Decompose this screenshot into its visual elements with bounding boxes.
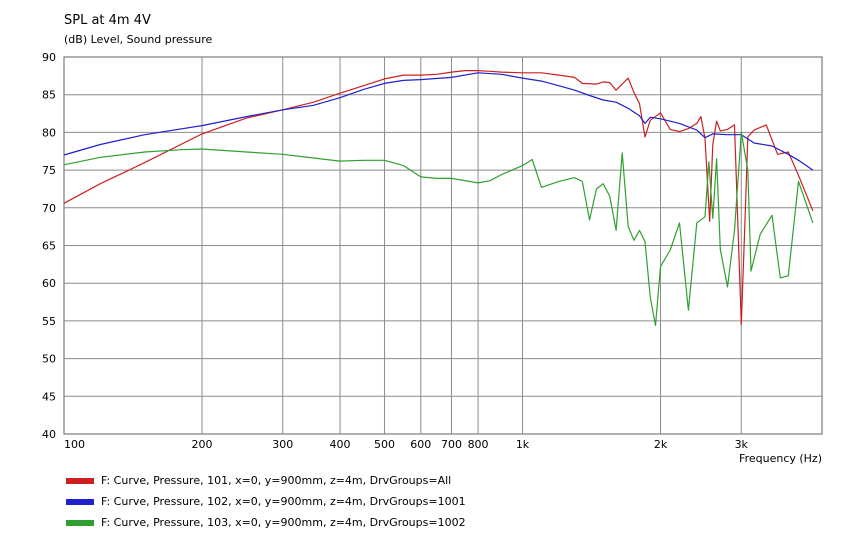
x-tick-label: 200: [192, 438, 213, 451]
legend-swatch: [66, 520, 94, 526]
x-tick-label: 600: [410, 438, 431, 451]
x-tick-label: 500: [374, 438, 395, 451]
y-tick-label: 70: [42, 202, 56, 215]
x-tick-label: 1k: [516, 438, 530, 451]
y-tick-label: 80: [42, 126, 56, 139]
grid-lines: [64, 57, 822, 434]
series-line-2: [63, 72, 814, 171]
x-tick-label: 300: [272, 438, 293, 451]
series-lines: [63, 70, 814, 326]
y-tick-label: 90: [42, 51, 56, 64]
y-tick-labels: 40 45 50 55 60 65 70 75 80 85 90: [42, 51, 56, 441]
x-tick-label: 800: [468, 438, 489, 451]
y-tick-label: 55: [42, 315, 56, 328]
plot-area: [63, 56, 823, 435]
y-tick-label: 75: [42, 164, 56, 177]
x-tick-label: 3k: [735, 438, 749, 451]
x-tick-label: 100: [64, 438, 85, 451]
x-axis-label: Frequency (Hz): [739, 452, 822, 465]
series-line-1: [63, 70, 814, 326]
legend-entry: F: Curve, Pressure, 101, x=0, y=900mm, z…: [101, 474, 451, 487]
y-tick-label: 65: [42, 240, 56, 253]
x-tick-label: 2k: [654, 438, 668, 451]
legend-entry: F: Curve, Pressure, 102, x=0, y=900mm, z…: [101, 495, 466, 508]
legend-entry: F: Curve, Pressure, 103, x=0, y=900mm, z…: [101, 516, 466, 529]
legend-swatch: [66, 499, 94, 505]
y-tick-label: 85: [42, 89, 56, 102]
y-tick-label: 40: [42, 428, 56, 441]
y-tick-label: 45: [42, 390, 56, 403]
x-tick-label: 700: [441, 438, 462, 451]
x-tick-labels: 100 200 300 400 500 600 700 800 1k 2k 3k: [64, 438, 749, 451]
legend: F: Curve, Pressure, 101, x=0, y=900mm, z…: [66, 474, 466, 529]
series-line-3: [63, 131, 814, 326]
y-tick-label: 50: [42, 353, 56, 366]
legend-swatch: [66, 478, 94, 484]
x-tick-label: 400: [330, 438, 351, 451]
y-axis-label: (dB) Level, Sound pressure: [64, 33, 213, 46]
chart-title: SPL at 4m 4V: [64, 13, 151, 28]
y-tick-label: 60: [42, 277, 56, 290]
